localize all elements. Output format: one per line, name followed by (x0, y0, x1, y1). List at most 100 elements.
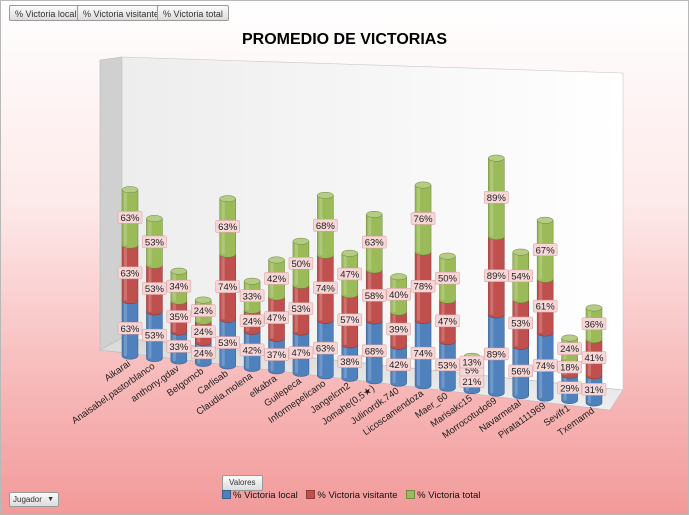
data-label-box (239, 314, 265, 328)
data-label-text: 38% (340, 357, 360, 368)
data-label-box (581, 317, 607, 331)
data-label: 34% (166, 279, 192, 293)
data-label-box (166, 310, 192, 323)
data-label: 40% (386, 288, 411, 301)
data-label-text: 47% (291, 348, 311, 359)
data-label: 42% (386, 358, 411, 371)
data-label-text: 53% (438, 360, 458, 371)
values-field-button[interactable]: Valores (222, 475, 263, 491)
bar-cap (146, 215, 163, 223)
data-label: 74% (215, 280, 240, 293)
data-label-box (191, 325, 216, 338)
data-label-text: 21% (462, 377, 482, 388)
data-label-box (191, 346, 216, 360)
legend-item-visitante: % Victoria visitante (306, 490, 398, 501)
data-label-text: 89% (487, 271, 507, 282)
data-label: 53% (142, 282, 167, 295)
data-label-box (410, 346, 436, 360)
data-label-text: 47% (267, 313, 287, 324)
data-label-text: 63% (120, 213, 140, 224)
data-label-box (435, 271, 460, 285)
data-label-text: 53% (511, 318, 531, 329)
data-label: 63% (117, 322, 143, 335)
data-label-text: 78% (414, 282, 434, 293)
data-label-text: 68% (316, 221, 336, 232)
data-label: 24% (191, 325, 216, 338)
bar-cap (341, 249, 359, 257)
data-label: 24% (191, 346, 216, 360)
data-label: 89% (484, 191, 509, 204)
data-label-text: 74% (536, 361, 556, 372)
data-label-box (459, 355, 485, 369)
data-label: 63% (313, 341, 338, 355)
data-label: 36% (581, 317, 607, 331)
data-label-text: 63% (316, 344, 336, 355)
data-label-box (435, 358, 460, 372)
data-label-box (410, 212, 436, 225)
data-label: 47% (337, 267, 363, 280)
data-label: 47% (288, 346, 314, 359)
data-label-box (557, 381, 582, 395)
data-label-text: 42% (243, 345, 263, 356)
data-label-box (508, 316, 533, 330)
data-label-box (313, 219, 338, 232)
field-button-local[interactable]: % Victoria local (9, 5, 83, 21)
data-label-box (557, 360, 582, 374)
data-label-box (142, 328, 167, 342)
data-label: 13% (459, 355, 485, 369)
data-label-text: 74% (414, 349, 434, 360)
data-label: 89% (484, 269, 509, 282)
data-label-text: 24% (194, 306, 214, 317)
bar-cap (439, 252, 456, 260)
data-label-box (239, 343, 265, 357)
field-button-total[interactable]: % Victoria total (157, 5, 229, 21)
data-label-box (581, 383, 607, 396)
bar-cap (512, 248, 529, 256)
data-label: 68% (361, 344, 387, 357)
data-label-text: 89% (487, 193, 507, 204)
data-label: 78% (410, 279, 436, 293)
data-label-box (166, 340, 192, 353)
data-label: 39% (386, 322, 411, 336)
jugador-filter-button[interactable]: Jugador ▼ (9, 492, 59, 507)
data-label-text: 24% (194, 348, 214, 359)
data-label: 63% (361, 235, 387, 249)
data-label-text: 68% (365, 346, 385, 357)
bar-cap (488, 154, 505, 162)
data-label-text: 53% (218, 338, 238, 349)
bar-cap (390, 273, 407, 281)
data-label-text: 47% (438, 316, 458, 327)
bar-cap (121, 186, 139, 194)
legend-label-total: % Victoria total (417, 490, 481, 501)
bar-stack (512, 248, 529, 399)
data-label: 33% (239, 289, 265, 302)
legend-label-visitante: % Victoria visitante (317, 490, 398, 501)
data-label: 37% (264, 348, 289, 361)
data-label-box (337, 355, 363, 368)
data-label-box (142, 235, 167, 249)
data-label-text: 24% (194, 327, 214, 338)
data-label-box (215, 336, 240, 349)
bar-cap (585, 304, 603, 312)
data-label-text: 67% (536, 245, 556, 256)
data-label: 24% (191, 304, 216, 317)
data-label-box (532, 243, 558, 257)
bar-cap (414, 181, 432, 189)
data-label-box (532, 299, 558, 313)
data-label-box (361, 289, 387, 302)
data-label-box (313, 281, 338, 295)
data-label-text: 63% (218, 222, 238, 233)
data-label-text: 24% (560, 344, 580, 355)
data-label-text: 56% (511, 366, 531, 377)
bar-cap (219, 195, 236, 203)
data-label-box (288, 302, 314, 315)
data-label: 74% (410, 346, 436, 360)
data-label: 56% (508, 364, 533, 377)
bar-cap (195, 296, 212, 304)
legend-swatch-visitante (306, 490, 316, 499)
data-label-text: 36% (584, 319, 604, 330)
jugador-filter-label: Jugador (13, 495, 42, 504)
data-label-box (386, 322, 411, 336)
data-label-box (361, 235, 387, 249)
